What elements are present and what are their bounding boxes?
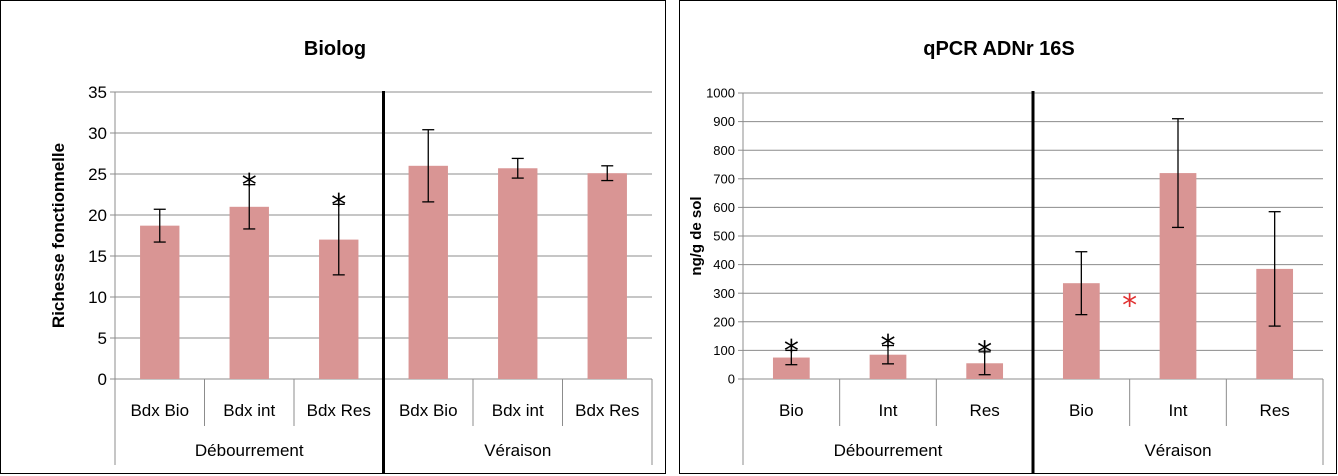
y-tick-label: 200: [713, 314, 735, 329]
significance-marker: *: [784, 334, 799, 369]
bar: [229, 206, 269, 379]
significance-marker: *: [881, 329, 896, 364]
y-tick-label: 35: [88, 83, 107, 102]
y-tick-label: 100: [713, 343, 735, 358]
y-axis-label: ng/g de sol: [688, 196, 705, 275]
chart-qpcr: qPCR ADNr 16S 0 100 200 300 400 500 600 700 800 90…: [688, 38, 1324, 473]
category-label: Int: [1169, 401, 1188, 420]
group-label: Véraison: [1144, 441, 1211, 460]
bar: [140, 225, 180, 379]
category-label: Bdx Bio: [399, 401, 458, 420]
category-label: Bdx int: [223, 401, 275, 420]
category-label: Bdx Res: [575, 401, 639, 420]
significance-marker-red: *: [1122, 288, 1137, 323]
chart-panel-biolog: Biolog 0 5 10 15 20 25 30 35 Richesse fonctionnel…: [0, 0, 666, 474]
chart-title: qPCR ADNr 16S: [923, 38, 1075, 60]
bar: [587, 173, 627, 379]
y-tick-label: 20: [88, 206, 107, 225]
category-label: Res: [970, 401, 1000, 420]
y-tick-label: 0: [98, 370, 107, 389]
y-tick-label: 15: [88, 247, 107, 266]
category-label: Bdx int: [492, 401, 544, 420]
category-label: Int: [879, 401, 898, 420]
bar: [772, 357, 810, 379]
category-label: Bio: [779, 401, 804, 420]
y-tick-label: 300: [713, 286, 735, 301]
y-tick-label: 800: [713, 143, 735, 158]
y-tick-label: 400: [713, 257, 735, 272]
y-tick-label: 1000: [706, 86, 735, 101]
chart-title: Biolog: [304, 38, 366, 60]
significance-marker: *: [977, 335, 992, 370]
category-label: Res: [1260, 401, 1290, 420]
group-label: Débourrement: [834, 441, 943, 460]
y-tick-label: 25: [88, 165, 107, 184]
group-label: Débourrement: [195, 441, 304, 460]
bar: [498, 168, 538, 379]
chart-biolog: Biolog 0 5 10 15 20 25 30 35 Richesse fonctionnel…: [49, 38, 653, 473]
y-tick-label: 900: [713, 114, 735, 129]
significance-marker: *: [242, 168, 257, 203]
category-label: Bdx Bio: [130, 401, 189, 420]
y-tick-label: 500: [713, 229, 735, 244]
y-tick-label: 5: [98, 329, 107, 348]
category-label: Bio: [1069, 401, 1094, 420]
y-tick-label: 10: [88, 288, 107, 307]
y-axis-label: Richesse fonctionnelle: [49, 143, 68, 328]
y-tick-label: 700: [713, 171, 735, 186]
chart-panel-qpcr: qPCR ADNr 16S 0 100 200 300 400 500 600 700 800 90…: [679, 0, 1337, 474]
category-label: Bdx Res: [307, 401, 371, 420]
group-label: Véraison: [484, 441, 551, 460]
y-tick-label: 600: [713, 200, 735, 215]
significance-marker: *: [331, 188, 346, 223]
y-tick-label: 0: [728, 372, 735, 387]
y-tick-label: 30: [88, 124, 107, 143]
